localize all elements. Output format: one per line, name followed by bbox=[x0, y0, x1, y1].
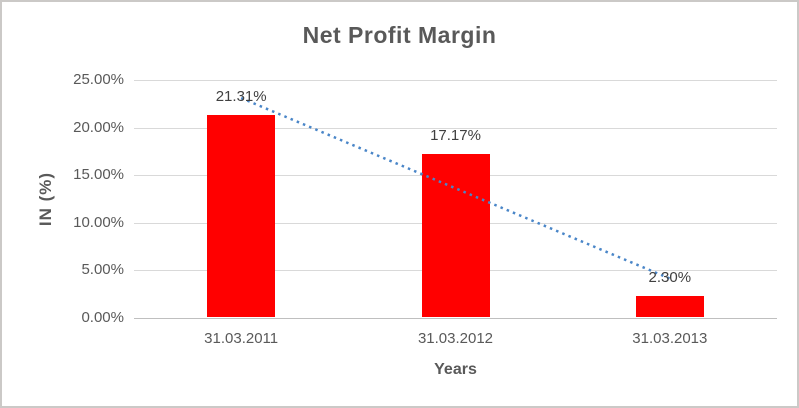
x-tick-label: 31.03.2011 bbox=[204, 329, 279, 347]
y-tick-label: 20.00% bbox=[73, 118, 124, 136]
bar-31.03.2012 bbox=[421, 154, 490, 318]
y-tick-label: 0.00% bbox=[81, 308, 124, 326]
gridline bbox=[134, 80, 777, 81]
data-label: 2.30% bbox=[648, 268, 692, 286]
x-tick-label: 31.03.2012 bbox=[417, 329, 494, 347]
y-tick-label: 15.00% bbox=[73, 166, 124, 183]
y-tick-label: 25.00% bbox=[73, 71, 124, 88]
bar-31.03.2011 bbox=[207, 115, 276, 318]
y-tick-label: 5.00% bbox=[81, 261, 124, 278]
y-tick-label: 10.00% bbox=[73, 213, 124, 231]
bar-31.03.2013 bbox=[635, 295, 704, 318]
x-axis-title: Years bbox=[434, 361, 477, 378]
data-label: 17.17% bbox=[430, 127, 481, 145]
x-tick-label: 31.03.2013 bbox=[632, 329, 708, 347]
chart-title: Net Profit Margin bbox=[302, 22, 497, 48]
x-axis-line bbox=[134, 317, 777, 319]
data-label: 21.31% bbox=[215, 88, 267, 106]
